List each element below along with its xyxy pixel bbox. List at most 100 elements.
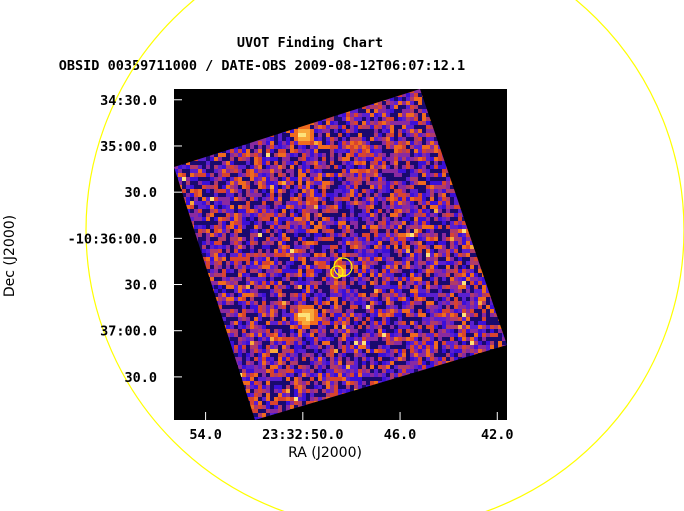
- image-pixel: [302, 249, 306, 253]
- image-pixel: [222, 169, 226, 173]
- image-pixel: [338, 145, 342, 149]
- image-pixel: [202, 181, 206, 185]
- image-pixel: [310, 305, 314, 309]
- image-pixel: [290, 173, 294, 177]
- image-pixel: [358, 205, 362, 209]
- image-pixel: [294, 149, 298, 153]
- image-pixel: [382, 317, 386, 321]
- image-pixel: [302, 229, 306, 233]
- image-pixel: [358, 169, 362, 173]
- image-pixel: [190, 189, 194, 193]
- image-pixel: [322, 265, 326, 269]
- image-pixel: [394, 101, 398, 105]
- image-pixel: [382, 269, 386, 273]
- image-pixel: [206, 249, 210, 253]
- image-pixel: [458, 217, 462, 221]
- image-pixel: [334, 125, 338, 129]
- image-pixel: [410, 217, 414, 221]
- image-pixel: [298, 141, 302, 145]
- image-pixel: [270, 173, 274, 177]
- image-pixel: [290, 249, 294, 253]
- image-pixel: [258, 173, 262, 177]
- image-pixel: [294, 197, 298, 201]
- image-pixel: [294, 221, 298, 225]
- image-pixel: [418, 293, 422, 297]
- image-pixel: [242, 225, 246, 229]
- image-pixel: [398, 109, 402, 113]
- image-pixel: [326, 197, 330, 201]
- image-pixel: [302, 165, 306, 169]
- image-pixel: [398, 265, 402, 269]
- image-pixel: [418, 233, 422, 237]
- image-pixel: [450, 281, 454, 285]
- image-pixel: [474, 269, 478, 273]
- image-pixel: [390, 113, 394, 117]
- image-pixel: [406, 113, 410, 117]
- image-pixel: [446, 305, 450, 309]
- image-pixel: [198, 241, 202, 245]
- image-pixel: [274, 217, 278, 221]
- image-pixel: [338, 177, 342, 181]
- image-pixel: [194, 197, 198, 201]
- image-pixel: [290, 209, 294, 213]
- image-pixel: [238, 209, 242, 213]
- image-pixel: [398, 157, 402, 161]
- image-pixel: [374, 165, 378, 169]
- image-pixel: [258, 233, 262, 237]
- image-pixel: [366, 201, 370, 205]
- image-pixel: [258, 205, 262, 209]
- image-pixel: [278, 161, 282, 165]
- image-pixel: [198, 161, 202, 165]
- image-pixel: [314, 241, 318, 245]
- image-pixel: [214, 233, 218, 237]
- image-pixel: [214, 261, 218, 265]
- image-pixel: [206, 217, 210, 221]
- image-pixel: [278, 209, 282, 213]
- image-pixel: [434, 185, 438, 189]
- image-pixel: [426, 133, 430, 137]
- image-pixel: [438, 321, 442, 325]
- image-pixel: [410, 205, 414, 209]
- image-pixel: [210, 277, 214, 281]
- image-pixel: [206, 213, 210, 217]
- image-pixel: [454, 245, 458, 249]
- image-pixel: [398, 241, 402, 245]
- image-pixel: [382, 181, 386, 185]
- image-pixel: [382, 225, 386, 229]
- image-pixel: [294, 189, 298, 193]
- image-pixel: [454, 261, 458, 265]
- image-pixel: [402, 245, 406, 249]
- image-pixel: [394, 117, 398, 121]
- image-pixel: [398, 249, 402, 253]
- image-pixel: [266, 137, 270, 141]
- image-pixel: [310, 297, 314, 301]
- image-pixel: [354, 193, 358, 197]
- image-pixel: [306, 137, 310, 141]
- image-pixel: [438, 277, 442, 281]
- image-pixel: [250, 165, 254, 169]
- image-pixel: [310, 289, 314, 293]
- image-pixel: [294, 165, 298, 169]
- image-pixel: [238, 229, 242, 233]
- image-pixel: [362, 117, 366, 121]
- image-pixel: [358, 281, 362, 285]
- image-pixel: [262, 253, 266, 257]
- image-pixel: [278, 169, 282, 173]
- image-pixel: [386, 113, 390, 117]
- image-pixel: [366, 129, 370, 133]
- image-pixel: [390, 301, 394, 305]
- image-pixel: [258, 165, 262, 169]
- image-pixel: [290, 201, 294, 205]
- image-pixel: [286, 213, 290, 217]
- image-pixel: [430, 305, 434, 309]
- image-pixel: [326, 233, 330, 237]
- image-pixel: [246, 161, 250, 165]
- image-pixel: [282, 209, 286, 213]
- image-pixel: [418, 185, 422, 189]
- image-pixel: [470, 309, 474, 313]
- image-pixel: [250, 321, 254, 325]
- image-pixel: [206, 237, 210, 241]
- image-pixel: [214, 169, 218, 173]
- image-pixel: [246, 293, 250, 297]
- image-pixel: [450, 293, 454, 297]
